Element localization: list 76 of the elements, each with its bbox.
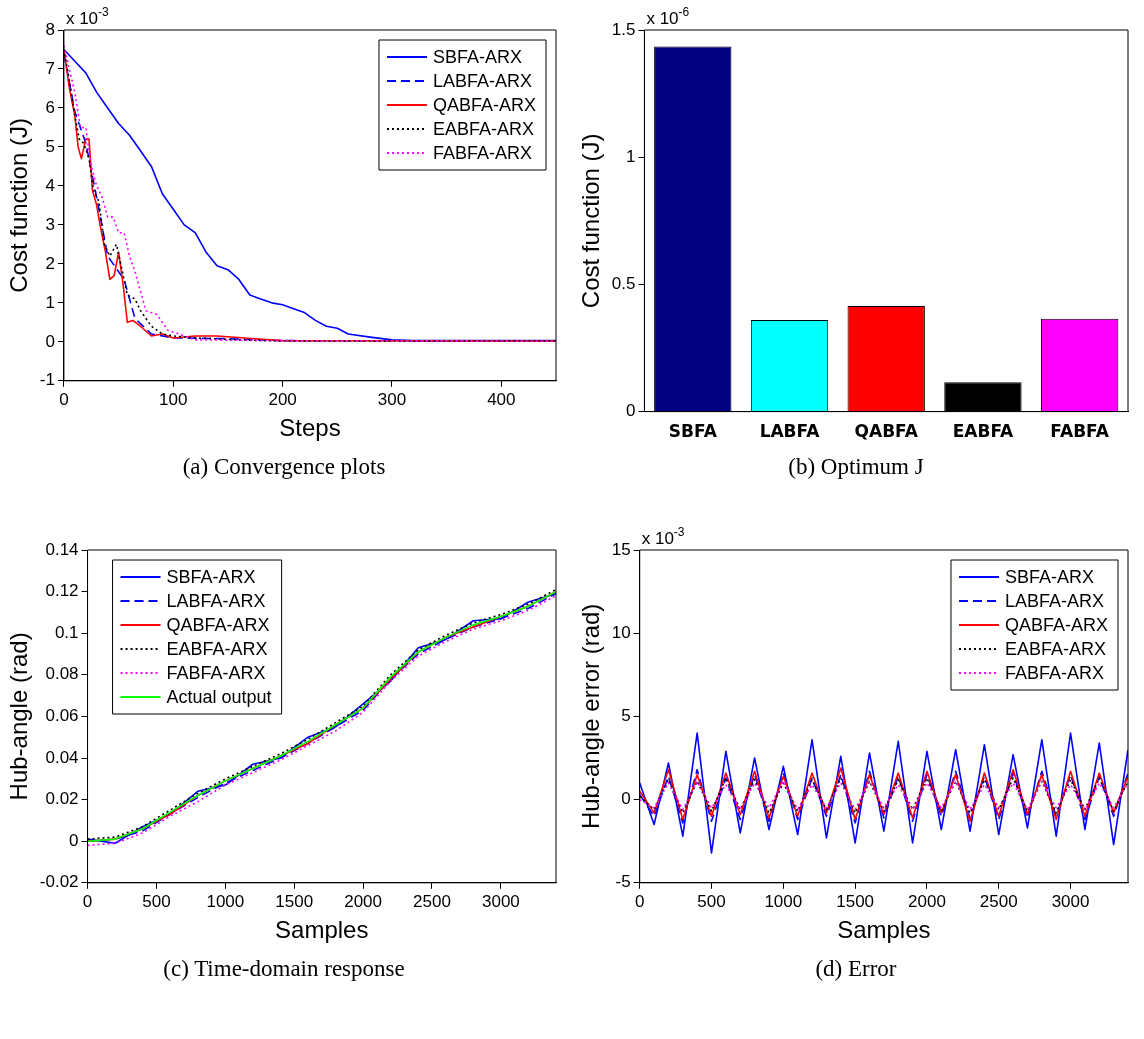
x-tick-label: SBFA (668, 421, 718, 442)
y-tick-label: 0.02 (45, 789, 79, 809)
legend-label: LABFA-ARX (166, 590, 266, 611)
y-tick-label: 0.08 (45, 664, 79, 684)
y-axis-title: Hub-angle (rad) (5, 632, 33, 801)
legend-label: Actual output (166, 686, 272, 707)
x-axis-title: Samples (837, 916, 931, 944)
y-axis-title: Cost function (J) (5, 118, 33, 293)
y-tick-label: 2 (45, 253, 55, 273)
y-tick-label: 15 (611, 539, 631, 559)
x-axis-title: Samples (275, 916, 369, 944)
x-tick-label: 500 (697, 891, 726, 911)
x-tick-label: 1500 (275, 891, 314, 911)
y-axis-title: Cost function (J) (577, 133, 605, 309)
legend-label: EABFA-ARX (1004, 638, 1107, 659)
text: (a) Convergence plots (181, 454, 387, 480)
x-tick-label: 2000 (908, 891, 946, 911)
x-tick-label: 0 (82, 891, 93, 911)
legend-label: QABFA-ARX (1004, 614, 1109, 635)
y-tick-label: 0.04 (45, 747, 79, 767)
x-tick-label: 2500 (979, 891, 1018, 911)
x-tick-label: QABFA (854, 421, 919, 442)
legend-label: SBFA-ARX (432, 46, 523, 67)
y-tick-label: 0 (621, 789, 631, 809)
y-tick-label: 3 (45, 214, 55, 234)
x-tick-label: 3000 (1051, 891, 1090, 911)
legend-label: FABFA-ARX (432, 142, 533, 163)
y-tick-label: 0.12 (45, 581, 79, 601)
x-tick-label: 1000 (206, 891, 245, 911)
text: (c) Time-domain response (162, 956, 406, 982)
legend-label: SBFA-ARX (1004, 566, 1095, 587)
legend-label: FABFA-ARX (1004, 662, 1105, 683)
y-tick-label: 1.5 (611, 19, 636, 39)
y-tick-label: 0.06 (45, 706, 79, 726)
y-tick-label: 7 (45, 58, 55, 78)
x-tick-label: 400 (487, 389, 516, 409)
y-tick-label: 5 (621, 706, 631, 726)
y-tick-label: -5 (615, 872, 631, 892)
legend-label: FABFA-ARX (166, 662, 266, 683)
x-tick-label: 300 (377, 389, 407, 409)
x-tick-label: 2000 (344, 891, 383, 911)
x-tick-label: 1500 (836, 891, 875, 911)
y-tick-label: 4 (45, 175, 55, 195)
x-tick-label: 1000 (764, 891, 803, 911)
y-tick-label: 0.14 (45, 539, 79, 559)
y-tick-label: 0.1 (54, 622, 79, 642)
x-tick-label: 3000 (481, 891, 520, 911)
y-tick-label: 8 (45, 19, 55, 39)
x-tick-label: 500 (142, 891, 171, 911)
y-tick-label: 10 (611, 622, 631, 642)
y-tick-label: 6 (45, 97, 55, 117)
x-tick-label: LABFA (759, 421, 821, 442)
y-tick-label: -0.02 (39, 872, 79, 892)
legend-label: QABFA-ARX (166, 614, 270, 635)
legend-label: SBFA-ARX (166, 566, 256, 587)
legend-label: QABFA-ARX (432, 94, 537, 115)
x-tick-label: 2500 (413, 891, 451, 911)
y-tick-label: 1 (625, 146, 636, 166)
legend-label: LABFA-ARX (1004, 590, 1105, 611)
y-tick-label: 5 (45, 136, 55, 156)
legend-label: LABFA-ARX (432, 70, 533, 91)
y-tick-label: 0.5 (611, 274, 636, 294)
legend-label: EABFA-ARX (432, 118, 535, 139)
y-tick-label: -1 (39, 370, 55, 390)
text: (d) Error (814, 956, 898, 982)
legend-label: EABFA-ARX (166, 638, 268, 659)
x-tick-label: 200 (268, 389, 297, 409)
x-axis-title: Steps (279, 414, 341, 442)
x-tick-label: FABFA (1050, 421, 1110, 442)
y-tick-label: 1 (45, 292, 55, 312)
text: (b) Optimum J (787, 454, 925, 480)
x-tick-label: 100 (159, 389, 188, 409)
y-tick-label: 0 (69, 830, 79, 850)
y-tick-label: 0 (45, 331, 55, 351)
x-tick-label: EABFA (952, 421, 1015, 442)
y-axis-title: Hub-angle error (rad) (577, 603, 605, 830)
